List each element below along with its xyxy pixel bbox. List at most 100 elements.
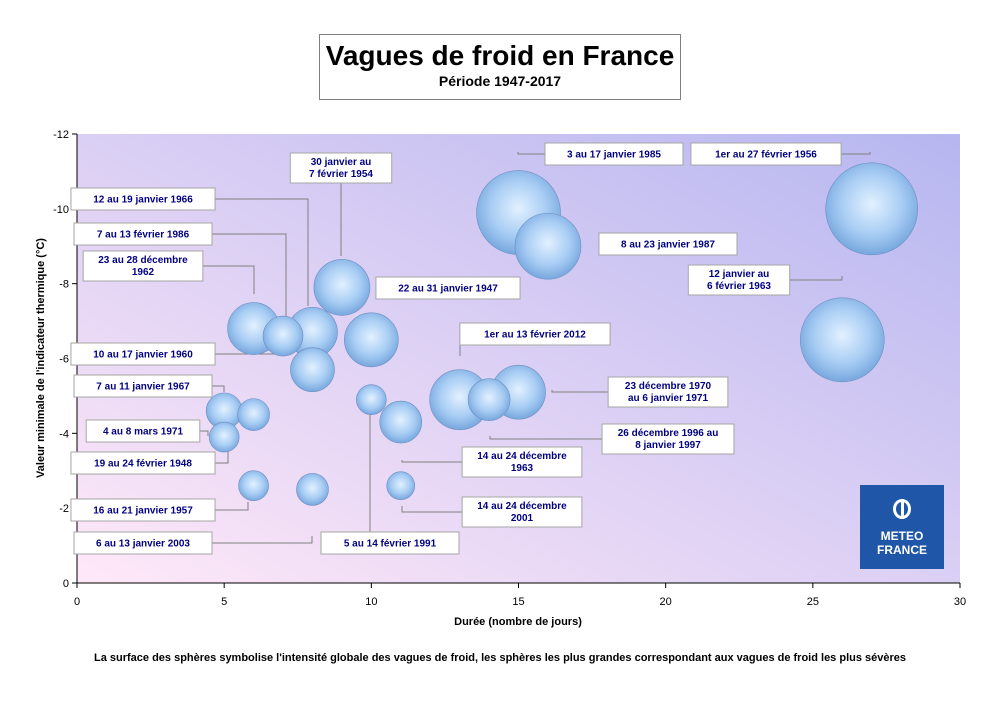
leader-line: [212, 385, 225, 392]
leader-line: [401, 506, 463, 513]
bubble-label: 7 au 11 janvier 1967: [73, 374, 213, 398]
bubble-label: 30 janvier au7 février 1954: [289, 152, 393, 184]
bubble-label-text: 3 au 17 janvier 1985: [567, 150, 661, 161]
bubble-point: [290, 347, 335, 393]
bubble-label-text: 7 au 13 février 1986: [97, 230, 190, 241]
x-tick-label: 30: [954, 596, 966, 608]
bubble-label-text: 16 au 21 janvier 1957: [93, 506, 193, 517]
bubble-label-box: [289, 152, 393, 184]
bubble-point: [238, 470, 269, 502]
bubble-label-text: 12 janvier au: [709, 269, 770, 280]
bubble-label-text: 8 au 23 janvier 1987: [621, 240, 715, 251]
bubble-point: [208, 421, 240, 453]
bubble-label-text: au 6 janvier 1971: [628, 393, 708, 404]
bubble-label-text: 14 au 24 décembre: [477, 501, 567, 512]
bubble-label-text: 12 au 19 janvier 1966: [93, 195, 193, 206]
x-tick-label: 10: [365, 596, 377, 608]
bubble-point: [467, 378, 511, 421]
x-tick-label: 5: [221, 596, 227, 608]
bubble-label-text: 5 au 14 février 1991: [344, 539, 437, 550]
bubble-label-box: [70, 342, 216, 366]
x-tick-label: 15: [512, 596, 524, 608]
bubble-label-text: 1er au 13 février 2012: [484, 330, 586, 341]
bubble-label-text: 23 au 28 décembre: [98, 255, 188, 266]
bubble-label-text: 1963: [511, 463, 534, 474]
leader-line: [517, 152, 545, 155]
bubble-label-box: [85, 419, 201, 443]
bubble-label: 1er au 13 février 2012: [459, 322, 611, 346]
bubble-label-text: 2001: [511, 513, 534, 524]
bubble-label-text: 14 au 24 décembre: [477, 451, 567, 462]
bubble-label-box: [461, 446, 583, 478]
bubble-point: [356, 384, 387, 415]
leader-line: [212, 233, 287, 320]
bubble-labels: 1er au 27 février 1956 3 au 17 janvier 19…: [70, 142, 842, 555]
bubble-label-box: [461, 496, 583, 528]
bubble-point: [313, 259, 371, 316]
bubble-point: [386, 471, 416, 501]
x-tick-label: 0: [74, 596, 80, 608]
bubble-label-text: 4 au 8 mars 1971: [103, 427, 183, 438]
bubble-point: [514, 212, 582, 280]
bubble-point: [799, 297, 885, 383]
bubble-label-text: 26 décembre 1996 au: [618, 428, 719, 439]
bubble-label-box: [82, 250, 204, 282]
bubble-label: 5 au 14 février 1991: [320, 531, 460, 555]
chart-area: 0 5 10 15 20 25 30 0 -2 -4 -6 -8 -10 -12 1er au 27 fé…: [35, 129, 966, 628]
leader-line: [215, 198, 309, 306]
bubble-label-box: [320, 531, 460, 555]
bubble-label: 12 janvier au6 février 1963: [687, 264, 791, 296]
bubble-label: 3 au 17 janvier 1985: [544, 142, 684, 166]
bubble-label-text: 22 au 31 janvier 1947: [398, 284, 498, 295]
leader-line: [202, 265, 255, 294]
y-tick-label: -4: [59, 428, 69, 440]
chart-title: Vagues de froid en France: [325, 40, 675, 71]
bubble-label: 4 au 8 mars 1971: [85, 419, 201, 443]
bubble-label-box: [544, 142, 684, 166]
x-tick-label: 25: [807, 596, 819, 608]
bubble-point: [825, 162, 919, 256]
bubble-label-box: [70, 187, 216, 211]
bubble-label: 12 au 19 janvier 1966: [70, 187, 216, 211]
bubble-label-box: [375, 276, 521, 300]
bubble-label-text: 7 au 11 janvier 1967: [96, 382, 190, 393]
y-axis-label: Valeur minimale de l'indicateur thermiqu…: [35, 238, 47, 478]
leader-line: [199, 430, 209, 436]
bubble-label-text: 10 au 17 janvier 1960: [93, 350, 193, 361]
leader-line: [215, 502, 249, 511]
bubble-label: 22 au 31 janvier 1947: [375, 276, 521, 300]
chart-subtitle: Période 1947-2017: [438, 73, 562, 89]
bubble-label-text: 23 décembre 1970: [625, 381, 712, 392]
bubble-label-text: 19 au 24 février 1948: [94, 459, 192, 470]
leader-line: [789, 276, 843, 281]
y-tick-label: -8: [59, 279, 69, 291]
bubble-point: [296, 473, 329, 506]
x-axis-label: Durée (nombre de jours): [454, 616, 582, 628]
logo-line-1: METEO: [880, 529, 924, 543]
bubble-label-box: [687, 264, 791, 296]
bubble-label-box: [601, 423, 735, 455]
y-tick-label: -12: [53, 129, 69, 141]
bubble-label-box: [70, 451, 216, 475]
meteo-france-logo: METEO FRANCE: [860, 485, 944, 569]
leader-line: [212, 536, 313, 544]
bubble-point: [237, 398, 270, 431]
bubble-label: 19 au 24 février 1948: [70, 451, 216, 475]
bubble-label: 16 au 21 janvier 1957: [70, 498, 216, 522]
bubble-label-text: 1er au 27 février 1956: [715, 150, 817, 161]
leader-line: [401, 460, 463, 463]
x-tick-label: 20: [660, 596, 672, 608]
bubble-label: 8 au 23 janvier 1987: [598, 232, 738, 256]
bubble-label: 6 au 13 janvier 2003: [73, 531, 213, 555]
bubble-label-text: 6 au 13 janvier 2003: [96, 539, 190, 550]
bubble-label-text: 8 janvier 1997: [635, 440, 701, 451]
bubble-point: [262, 315, 304, 357]
logo-line-2: FRANCE: [877, 543, 927, 557]
bubble-label-box: [70, 498, 216, 522]
y-tick-label: -2: [59, 503, 69, 515]
title-box: Vagues de froid en France Période 1947-2…: [319, 34, 681, 100]
y-tick-label: -6: [59, 354, 69, 366]
